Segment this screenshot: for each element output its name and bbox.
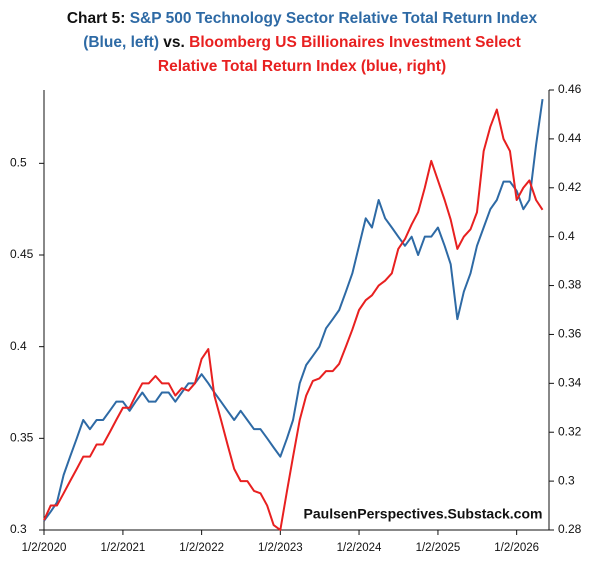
title-segment: Bloomberg US Billionaires Investment Sel… <box>189 34 521 51</box>
y-tick-label: 0.3 <box>10 522 27 536</box>
y2-tick-label: 0.36 <box>558 327 582 341</box>
title-segment: Chart 5: <box>67 10 130 27</box>
y2-tick-label: 0.32 <box>558 424 582 438</box>
x-tick-label: 1/2/2022 <box>179 542 224 554</box>
y2-tick-label: 0.4 <box>558 229 575 243</box>
x-tick-label: 1/2/2023 <box>258 542 303 554</box>
title-segment: vs. <box>159 34 189 51</box>
y2-tick-label: 0.44 <box>558 131 582 145</box>
y-tick-label: 0.45 <box>10 247 34 261</box>
y2-tick-label: 0.34 <box>558 376 582 390</box>
title-segment: Relative Total Return Index (blue, right… <box>158 58 446 75</box>
x-tick-label: 1/2/2025 <box>416 542 461 554</box>
y2-tick-label: 0.38 <box>558 278 582 292</box>
chart-title: Chart 5: S&P 500 Technology Sector Relat… <box>67 10 538 27</box>
x-tick-label: 1/2/2021 <box>101 542 146 554</box>
y2-tick-label: 0.3 <box>558 473 575 487</box>
y2-tick-label: 0.46 <box>558 82 582 96</box>
chart-title: Relative Total Return Index (blue, right… <box>158 58 446 75</box>
y2-tick-label: 0.28 <box>558 522 582 536</box>
x-tick-label: 1/2/2026 <box>494 542 539 554</box>
title-segment: S&P 500 Technology Sector Relative Total… <box>130 10 538 27</box>
chart-title: (Blue, left) vs. Bloomberg US Billionair… <box>83 34 521 51</box>
y-tick-label: 0.5 <box>10 156 27 170</box>
x-tick-label: 1/2/2020 <box>22 542 67 554</box>
x-tick-label: 1/2/2024 <box>337 542 382 554</box>
y2-tick-label: 0.42 <box>558 180 582 194</box>
annotation: PaulsenPerspectives.Substack.com <box>304 506 543 522</box>
title-segment: (Blue, left) <box>83 34 159 51</box>
series-line <box>43 108 544 531</box>
y-tick-label: 0.4 <box>10 339 27 353</box>
y-tick-label: 0.35 <box>10 431 34 445</box>
